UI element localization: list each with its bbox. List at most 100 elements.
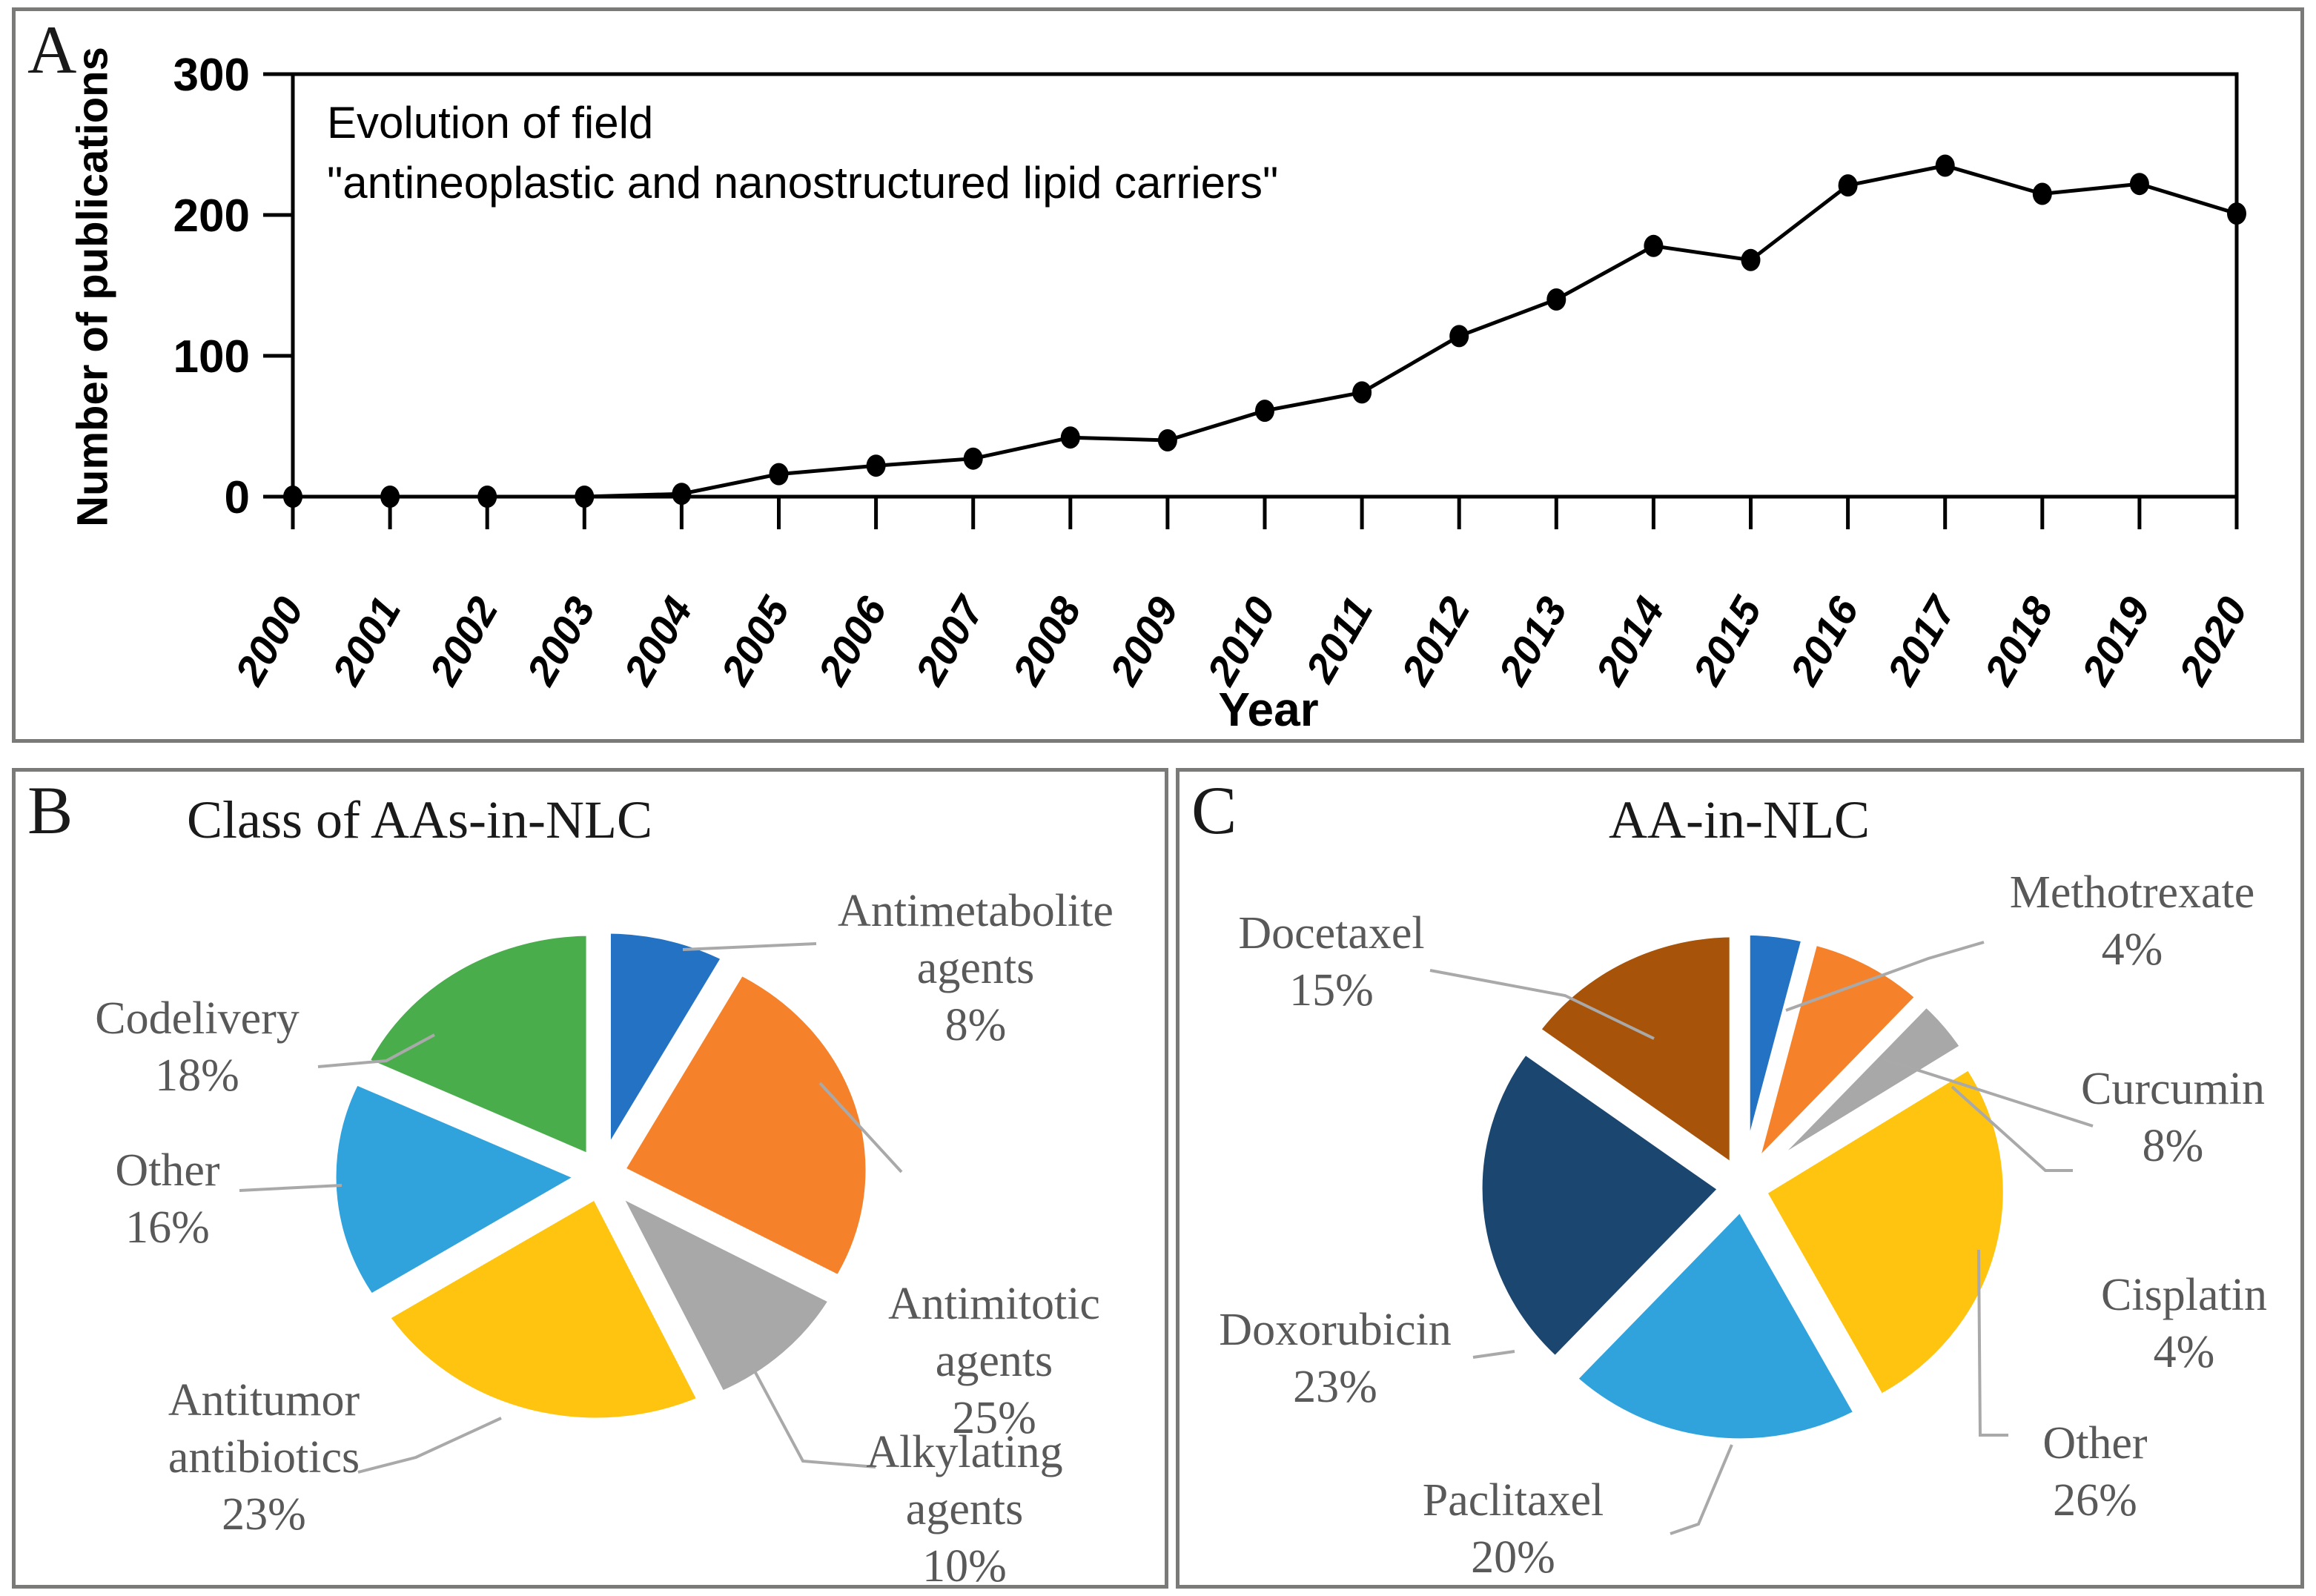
x-tick-label: 2002 <box>420 589 506 693</box>
x-tick-label: 2006 <box>809 589 896 693</box>
pie-slice-doxorubicin <box>1472 1044 1729 1367</box>
x-tick-label: 2018 <box>1975 589 2062 693</box>
data-point-2004 <box>672 483 692 506</box>
leader-line <box>1670 1444 1733 1535</box>
data-point-2001 <box>380 486 400 508</box>
pie-b-title: Class of AAs-in-NLC <box>187 790 652 850</box>
data-point-2002 <box>477 486 497 508</box>
pie-label-antimitotic-agents: Antimitotic agents 25% <box>888 1279 1100 1443</box>
x-tick-label: 2015 <box>1684 589 1771 693</box>
pie-slice-other <box>1756 1059 2013 1405</box>
x-tick-label: 2005 <box>712 589 799 693</box>
x-tick-label: 2012 <box>1392 589 1478 693</box>
pie-slice-other <box>326 1074 587 1305</box>
x-tick-label: 2000 <box>225 589 312 693</box>
pie-label-codelivery: Codelivery 18% <box>95 993 300 1101</box>
data-point-2006 <box>866 454 886 477</box>
data-point-2000 <box>283 486 302 508</box>
line-chart-title: Evolution of field "antineoplastic and n… <box>327 93 1278 213</box>
panel-c-letter: C <box>1191 772 1237 848</box>
x-tick-label: 2004 <box>614 589 701 693</box>
pie-label-antitumor-antibiotics: Antitumor antibiotics 23% <box>168 1375 360 1540</box>
x-tick-label: 2013 <box>1489 589 1575 693</box>
leader-line <box>1785 941 1985 1012</box>
data-point-2017 <box>1935 154 1955 177</box>
y-tick-label: 0 <box>225 472 250 523</box>
y-tick-label: 100 <box>173 331 250 383</box>
pie-label-docetaxel: Docetaxel 15% <box>1238 908 1425 1016</box>
pie-c-canvas <box>1429 925 2094 1535</box>
pie-slice-antimitotic-agents <box>615 965 876 1285</box>
panel-c-drug-pie-chart: C AA-in-NLC Methotrexate 4% Curcumin 8% Ci… <box>1176 768 2304 1589</box>
data-point-2019 <box>2129 173 2149 196</box>
pie-b-canvas <box>239 924 903 1474</box>
leader-line <box>1977 1249 2008 1437</box>
x-tick-label: 2020 <box>2169 589 2256 693</box>
data-point-2011 <box>1352 381 1372 404</box>
pie-label-paclitaxel: Paclitaxel 20% <box>1422 1475 1604 1583</box>
x-tick-label: 2016 <box>1781 589 1868 693</box>
data-point-2015 <box>1741 248 1761 271</box>
pie-slice-antitumor-antibiotics <box>379 1189 708 1428</box>
panel-a-publications-line-chart: A 0 100 200 300 2000 2001 2002 2003 2004 2005 2006… <box>12 7 2304 743</box>
leader-line <box>1883 1058 2094 1128</box>
pie-slice-docetaxel <box>1530 927 1739 1175</box>
x-tick-label: 2010 <box>1197 589 1284 693</box>
pie-label-curcumin: Curcumin 8% <box>2081 1064 2265 1171</box>
x-tick-label: 2007 <box>906 587 994 693</box>
y-tick-label: 200 <box>173 191 250 242</box>
x-tick-label: 2017 <box>1878 587 1966 693</box>
pie-label-other: Other 16% <box>115 1145 220 1253</box>
leader-line <box>357 1417 502 1474</box>
x-tick-label: 2014 <box>1586 589 1673 693</box>
data-point-2018 <box>2032 182 2052 205</box>
x-axis-title: Year <box>1218 683 1319 736</box>
line-chart-title-line1: Evolution of field <box>327 98 654 148</box>
data-point-2010 <box>1255 400 1274 423</box>
pie-label-doxorubicin: Doxorubicin 23% <box>1219 1305 1452 1412</box>
pie-slice-antimetabolite-agents <box>600 924 732 1162</box>
x-tick-label: 2019 <box>2072 589 2159 693</box>
data-point-2020 <box>2227 202 2246 225</box>
leader-line <box>752 1368 876 1468</box>
x-tick-label: 2003 <box>517 589 603 693</box>
pie-slice-codelivery <box>359 926 596 1165</box>
publications-series-line <box>293 163 2237 499</box>
data-point-2003 <box>575 486 595 508</box>
data-point-2008 <box>1060 426 1080 449</box>
pie-label-antimetabolite-agents: Antimetabolite agents 8% <box>838 886 1114 1050</box>
leader-line <box>1472 1350 1515 1359</box>
pie-c-title: AA-in-NLC <box>1609 790 1870 850</box>
pie-slice-curcumin <box>1747 935 1926 1175</box>
pie-slice-alkylating-agents <box>609 1185 839 1402</box>
data-point-2013 <box>1546 288 1566 311</box>
leader-line <box>1429 969 1655 1040</box>
pie-label-cisplatin: Cisplatin 4% <box>2101 1270 2267 1377</box>
pie-slice-paclitaxel <box>1566 1201 1865 1448</box>
data-point-2005 <box>769 463 789 486</box>
panel-b-letter: B <box>27 772 73 848</box>
x-tick-label: 2011 <box>1296 589 1381 691</box>
line-chart-title-line2: "antineoplastic and nanostructured lipid… <box>327 158 1279 208</box>
x-tick-label: 2001 <box>322 589 409 693</box>
leader-line <box>1951 1085 2073 1172</box>
data-point-2016 <box>1838 174 1858 197</box>
y-tick-label: 300 <box>173 50 250 101</box>
data-point-2007 <box>963 447 983 470</box>
pie-label-other: Other 26% <box>2042 1418 2148 1526</box>
y-axis-title: Number of publications <box>68 47 117 527</box>
pie-slice-cisplatin <box>1753 996 1971 1179</box>
data-point-2009 <box>1157 429 1177 451</box>
leader-line <box>818 1082 903 1173</box>
leader-line <box>682 942 817 951</box>
x-tick-label: 2008 <box>1003 589 1091 693</box>
leader-line <box>239 1184 343 1192</box>
pie-label-alkylating-agents: Alkylating agents 10% <box>866 1427 1063 1592</box>
panel-a-letter: A <box>27 12 77 87</box>
x-tick-label: 2009 <box>1100 589 1187 693</box>
pie-slice-methotrexate <box>1740 925 1812 1173</box>
panel-b-class-pie-chart: B Class of AAs-in-NLC Antimetabolite age… <box>12 768 1168 1592</box>
data-point-2014 <box>1644 234 1664 257</box>
